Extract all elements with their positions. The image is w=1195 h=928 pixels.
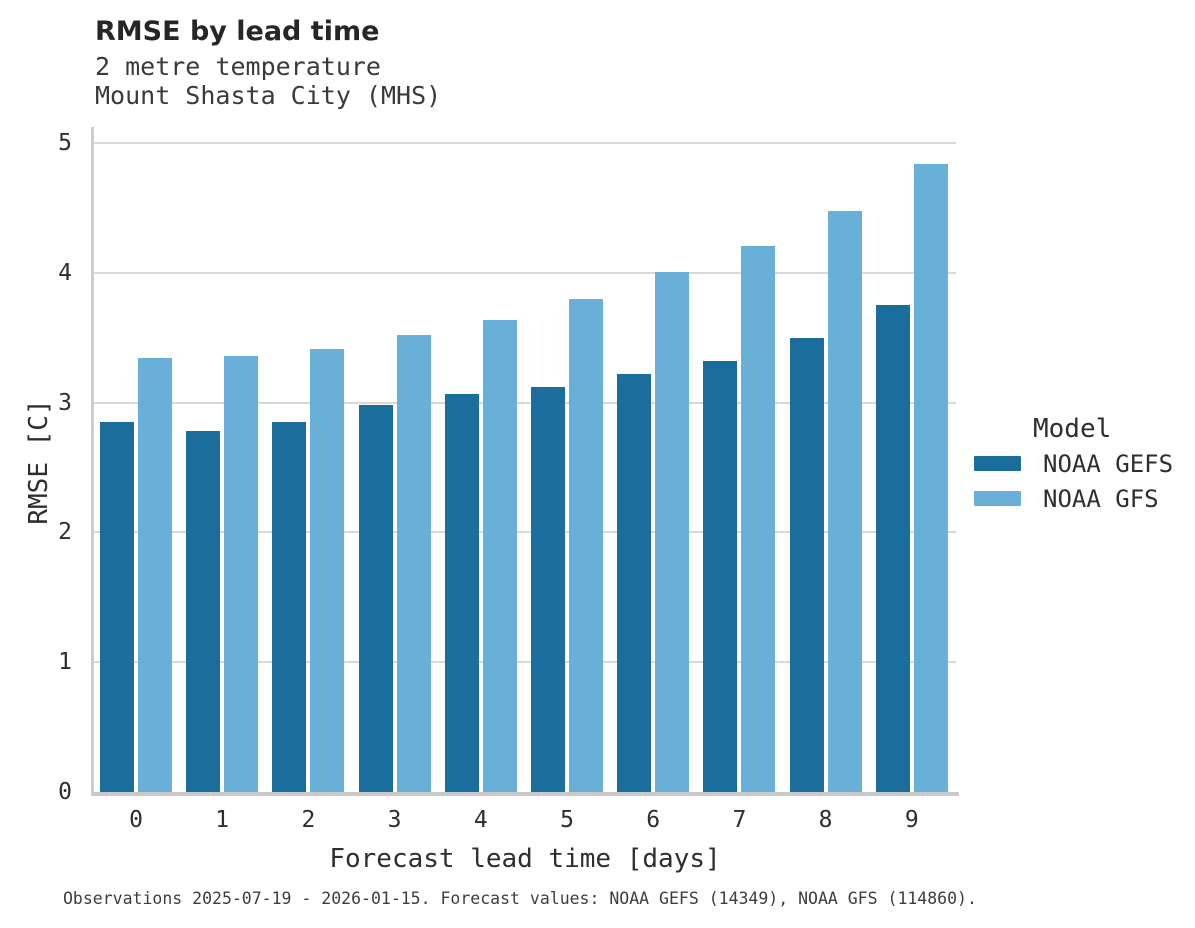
x-tick-label-4: 4 xyxy=(473,807,488,833)
footer-caption: Observations 2025-07-19 - 2026-01-15. Fo… xyxy=(63,889,977,908)
x-tick-label-1: 1 xyxy=(215,807,230,833)
legend-swatch-noaa-gfs xyxy=(974,491,1021,506)
y-tick-label-2: 2 xyxy=(58,519,72,546)
bar-noaa-gefs-lead-6 xyxy=(617,374,652,792)
subtitle-variable: 2 metre temperature xyxy=(95,52,381,81)
x-tick-label-2: 2 xyxy=(301,807,316,833)
legend-label-noaa-gfs: NOAA GFS xyxy=(1043,485,1159,513)
bar-noaa-gfs-lead-5 xyxy=(569,298,603,792)
x-tick-label-0: 0 xyxy=(129,807,143,833)
bar-noaa-gfs-lead-9 xyxy=(913,163,948,792)
bar-noaa-gefs-lead-7 xyxy=(703,361,738,792)
gridline-y-2 xyxy=(94,531,956,534)
legend-swatch-noaa-gefs xyxy=(974,456,1021,471)
bar-noaa-gefs-lead-8 xyxy=(789,337,824,792)
x-tick-label-7: 7 xyxy=(732,807,747,833)
bar-noaa-gefs-lead-1 xyxy=(186,431,221,792)
bar-noaa-gfs-lead-1 xyxy=(224,355,259,792)
subtitle-station: Mount Shasta City (MHS) xyxy=(95,81,442,110)
bar-noaa-gfs-lead-8 xyxy=(827,210,862,792)
x-axis-title: Forecast lead time [days] xyxy=(329,844,721,874)
bar-noaa-gefs-lead-2 xyxy=(272,422,307,792)
x-tick-label-6: 6 xyxy=(646,807,661,833)
bar-noaa-gfs-lead-2 xyxy=(310,349,345,792)
bar-noaa-gfs-lead-7 xyxy=(741,245,776,792)
gridline-y-5 xyxy=(94,142,956,144)
x-tick-label-5: 5 xyxy=(560,807,574,833)
y-tick-label-3: 3 xyxy=(58,389,72,416)
legend-title: Model xyxy=(1033,414,1112,444)
bar-noaa-gefs-lead-0 xyxy=(100,422,134,792)
bar-noaa-gfs-lead-6 xyxy=(655,271,690,792)
bar-noaa-gfs-lead-0 xyxy=(138,358,172,792)
y-tick-label-4: 4 xyxy=(58,259,72,286)
bar-noaa-gefs-lead-5 xyxy=(531,387,565,792)
y-tick-label-0: 0 xyxy=(58,779,72,805)
bar-noaa-gefs-lead-9 xyxy=(875,305,910,792)
bar-noaa-gfs-lead-3 xyxy=(396,335,431,792)
gridline-y-3 xyxy=(94,401,956,404)
chart-title: RMSE by lead time xyxy=(95,16,380,47)
y-tick-label-1: 1 xyxy=(58,649,72,676)
gridline-y-4 xyxy=(94,271,956,274)
gridline-y-1 xyxy=(94,661,956,664)
y-tick-label-5: 5 xyxy=(58,130,72,156)
x-tick-label-9: 9 xyxy=(904,807,919,833)
x-tick-label-8: 8 xyxy=(818,807,833,833)
x-tick-label-3: 3 xyxy=(387,807,402,833)
bar-noaa-gfs-lead-4 xyxy=(482,319,517,792)
chart-subtitle: 2 metre temperature Mount Shasta City (MH… xyxy=(95,52,441,110)
bar-noaa-gefs-lead-4 xyxy=(444,393,479,792)
legend-label-noaa-gefs: NOAA GEFS xyxy=(1043,450,1174,478)
bar-noaa-gefs-lead-3 xyxy=(358,405,393,792)
plot-area xyxy=(91,127,959,796)
